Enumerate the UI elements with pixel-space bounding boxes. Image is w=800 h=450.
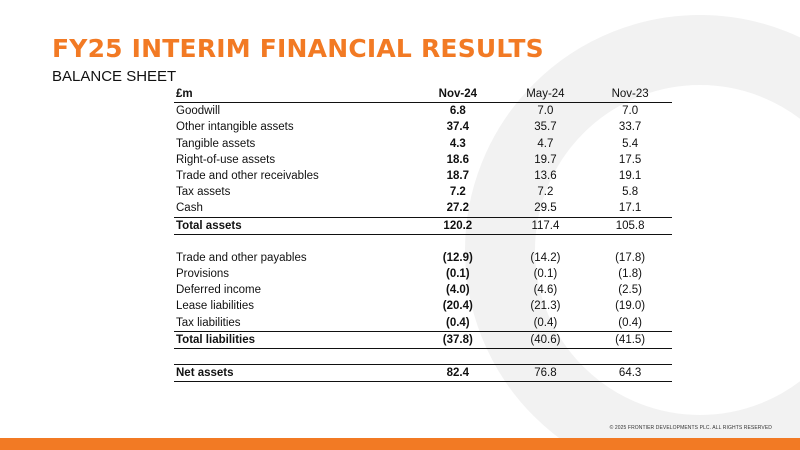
value-nov-24: 7.2 bbox=[449, 186, 466, 199]
value-nov-23: 17.5 bbox=[618, 153, 642, 166]
value-nov-23: (17.8) bbox=[615, 251, 646, 264]
value-nov-24: 18.7 bbox=[446, 170, 470, 183]
row-label: Total liabilities bbox=[174, 330, 414, 349]
value-may-24: (0.1) bbox=[533, 267, 558, 280]
row-label: Trade and other payables bbox=[176, 251, 307, 264]
spacer-row bbox=[174, 348, 672, 364]
header-nov-23: Nov-23 bbox=[588, 86, 672, 104]
row-label: Other intangible assets bbox=[176, 121, 294, 134]
table-row: Cash 27.2 29.5 17.1 bbox=[174, 200, 672, 217]
row-label: Tax assets bbox=[176, 186, 231, 199]
value-may-24: 7.2 bbox=[537, 186, 554, 199]
value-nov-23: (0.4) bbox=[618, 316, 642, 329]
value-nov-24: 18.6 bbox=[446, 153, 470, 166]
value-may-24: (4.6) bbox=[533, 284, 558, 297]
row-label: Right-of-use assets bbox=[176, 153, 276, 166]
table-row: Other intangible assets 37.4 35.7 33.7 bbox=[174, 119, 672, 135]
value-nov-23: 17.1 bbox=[618, 202, 642, 215]
value-nov-23: 5.8 bbox=[622, 186, 639, 199]
row-label: Total assets bbox=[174, 216, 414, 235]
row-label: Tax liabilities bbox=[176, 316, 241, 329]
header-nov-24: Nov-24 bbox=[413, 86, 503, 104]
table-row: Lease liabilities (20.4) (21.3) (19.0) bbox=[174, 298, 672, 314]
value-nov-24: (20.4) bbox=[442, 300, 473, 313]
value-may-24: 76.8 bbox=[502, 363, 589, 383]
table-row: Provisions (0.1) (0.1) (1.8) bbox=[174, 266, 672, 282]
value-nov-23: 105.8 bbox=[588, 216, 672, 235]
row-label: Tangible assets bbox=[176, 137, 256, 150]
value-nov-23: (19.0) bbox=[615, 300, 646, 313]
value-nov-24: 4.3 bbox=[449, 137, 466, 150]
value-nov-24: (0.4) bbox=[445, 316, 470, 329]
balance-sheet-table: £m Nov-24 May-24 Nov-23 Goodwill 6.8 7.0… bbox=[174, 86, 672, 383]
total-assets-row: Total assets 120.2 117.4 105.8 bbox=[174, 216, 672, 235]
value-nov-23: 64.3 bbox=[588, 363, 672, 383]
value-may-24: 7.0 bbox=[537, 105, 554, 118]
value-may-24: 13.6 bbox=[534, 170, 557, 183]
table-row: Goodwill 6.8 7.0 7.0 bbox=[174, 103, 672, 120]
row-label: Deferred income bbox=[176, 284, 262, 297]
footer-accent-bar bbox=[0, 438, 800, 450]
value-nov-24: (4.0) bbox=[445, 284, 470, 297]
value-nov-24: (12.9) bbox=[442, 251, 473, 264]
value-may-24: (21.3) bbox=[530, 300, 561, 313]
value-nov-23: 5.4 bbox=[622, 137, 639, 150]
row-label: Net assets bbox=[174, 363, 414, 383]
value-may-24: (40.6) bbox=[502, 330, 589, 349]
spacer-row bbox=[174, 234, 672, 250]
value-nov-24: 120.2 bbox=[413, 216, 503, 235]
value-nov-23: (41.5) bbox=[588, 330, 672, 349]
value-nov-23: (1.8) bbox=[618, 267, 642, 280]
value-nov-23: 33.7 bbox=[618, 121, 642, 134]
value-may-24: (0.4) bbox=[533, 316, 558, 329]
table-row: Right-of-use assets 18.6 19.7 17.5 bbox=[174, 152, 672, 168]
header-may-24: May-24 bbox=[502, 86, 589, 104]
slide-subtitle: BALANCE SHEET bbox=[52, 68, 177, 85]
table-row: Trade and other payables (12.9) (14.2) (… bbox=[174, 250, 672, 266]
table-row: Tangible assets 4.3 4.7 5.4 bbox=[174, 136, 672, 152]
table-header-row: £m Nov-24 May-24 Nov-23 bbox=[174, 86, 672, 104]
value-may-24: (14.2) bbox=[530, 251, 561, 264]
value-may-24: 19.7 bbox=[534, 153, 557, 166]
table-row: Tax liabilities (0.4) (0.4) (0.4) bbox=[174, 314, 672, 331]
table-row: Deferred income (4.0) (4.6) (2.5) bbox=[174, 282, 672, 298]
value-may-24: 35.7 bbox=[534, 121, 557, 134]
net-assets-row: Net assets 82.4 76.8 64.3 bbox=[174, 363, 672, 383]
value-nov-24: (37.8) bbox=[413, 330, 503, 349]
row-label: Provisions bbox=[176, 267, 230, 280]
value-nov-24: 82.4 bbox=[413, 363, 503, 383]
value-nov-24: (0.1) bbox=[445, 267, 470, 280]
slide-title: FY25 INTERIM FINANCIAL RESULTS bbox=[52, 34, 544, 63]
value-may-24: 117.4 bbox=[502, 216, 589, 235]
header-unit: £m bbox=[174, 86, 414, 104]
value-nov-23: (2.5) bbox=[618, 284, 642, 297]
row-label: Goodwill bbox=[176, 105, 221, 118]
table-row: Tax assets 7.2 7.2 5.8 bbox=[174, 184, 672, 200]
value-nov-23: 7.0 bbox=[622, 105, 639, 118]
row-label: Trade and other receivables bbox=[176, 170, 319, 183]
value-nov-23: 19.1 bbox=[618, 170, 642, 183]
row-label: Lease liabilities bbox=[176, 300, 254, 313]
total-liabilities-row: Total liabilities (37.8) (40.6) (41.5) bbox=[174, 330, 672, 349]
copyright-notice: © 2025 FRONTIER DEVELOPMENTS PLC. ALL RI… bbox=[609, 425, 772, 431]
value-nov-24: 6.8 bbox=[449, 105, 466, 118]
value-may-24: 29.5 bbox=[534, 202, 557, 215]
value-nov-24: 27.2 bbox=[446, 202, 470, 215]
value-nov-24: 37.4 bbox=[446, 121, 470, 134]
row-label: Cash bbox=[176, 202, 203, 215]
value-may-24: 4.7 bbox=[537, 137, 554, 150]
table-row: Trade and other receivables 18.7 13.6 19… bbox=[174, 168, 672, 184]
